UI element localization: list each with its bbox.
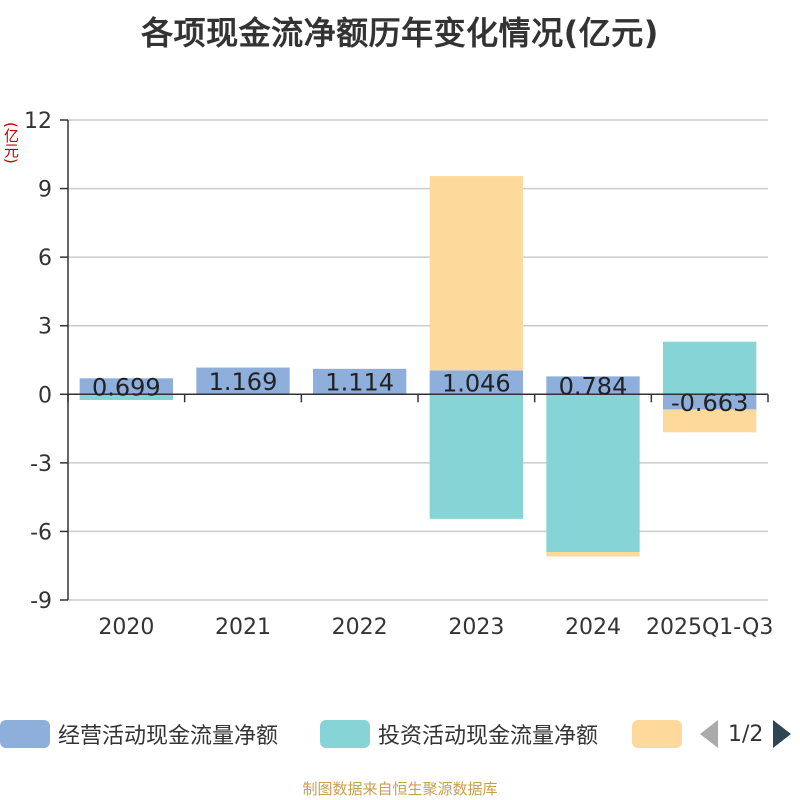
y-tick-label: 9 [38,178,52,203]
bar-series0-5 [663,394,757,410]
legend-label-operating: 经营活动现金流量净额 [58,724,279,749]
legend-swatch-financing [632,720,682,748]
legend: 经营活动现金流量净额 投资活动现金流量净额 1/2 [0,716,800,752]
bar-series0-2 [313,368,407,395]
data-label: -0.663 [671,389,748,417]
bar-series0-3 [429,370,523,395]
y-tick-label: 12 [24,109,52,134]
data-label: 1.169 [209,368,278,396]
y-tick-label: 3 [38,315,52,340]
x-tick-label: 2022 [332,615,388,640]
bar-series2-3 [429,176,523,371]
legend-item-financing[interactable] [632,716,690,752]
bar-series0-4 [546,376,640,395]
bar-series0-0 [79,378,173,395]
x-tick-label: 2024 [565,615,621,640]
bar-series1-0 [79,394,173,400]
legend-pager: 1/2 [700,720,792,748]
x-tick-label: 2025Q1-Q3 [646,615,773,640]
legend-page-number: 1/2 [728,721,764,747]
y-axis-unit: (亿元) [2,122,20,164]
chart-plot: 12 9 6 3 0 -3 -6 -9 2020 2021 2022 2023 2024 2025Q1-Q… [24,109,773,640]
bar-series1-5 [663,341,757,395]
data-source-note: 制图数据来自恒生聚源数据库 [302,780,498,798]
data-label: 1.114 [325,369,394,397]
x-tick-label: 2021 [215,615,271,640]
y-tick-label: 0 [38,383,52,408]
y-tick-label: -3 [30,452,52,477]
bar-series1-4 [546,394,640,552]
x-tick-label: 2023 [448,615,504,640]
bar-series1-3 [429,394,523,519]
y-tick-label: -9 [30,589,52,614]
legend-next-icon[interactable] [773,720,792,748]
chart-title: 各项现金流净额历年变化情况(亿元) [141,14,659,52]
legend-prev-icon[interactable] [700,720,718,748]
legend-item-investing[interactable]: 投资活动现金流量净额 [320,716,598,752]
y-tick-label: 6 [38,246,52,271]
bar-series2-5 [663,409,757,433]
x-tick-label: 2020 [98,615,154,640]
legend-item-operating[interactable]: 经营活动现金流量净额 [0,716,278,752]
data-label: 0.699 [92,373,161,401]
bar-series0-1 [196,367,290,395]
bar-series2-4 [546,552,640,557]
data-label: 1.046 [442,369,511,397]
data-label: 0.784 [559,372,628,400]
legend-swatch-investing [320,720,370,748]
y-tick-label: -6 [30,520,52,545]
legend-swatch-operating [0,720,50,748]
legend-label-investing: 投资活动现金流量净额 [378,724,599,749]
